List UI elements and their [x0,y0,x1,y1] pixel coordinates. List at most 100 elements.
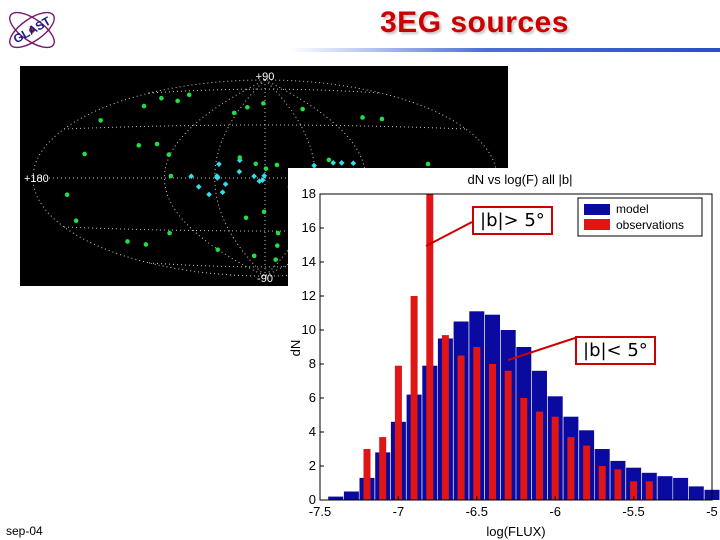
source-high-lat-40 [300,106,305,112]
sky-map-parallel-3 [148,88,382,94]
x-tick-label-2: -6.5 [466,504,488,519]
source-low-lat-25 [219,189,226,196]
y-tick-label-5: 10 [302,322,316,337]
source-high-lat-66 [326,157,332,163]
source-high-lat-42 [253,161,259,167]
bar-observations-14 [583,445,591,500]
x-tick-label-3: -6 [549,504,561,519]
source-low-lat-17 [195,183,202,190]
sky-map-label-bottom: -90 [257,273,273,285]
legend-label-observations: observations [616,218,684,232]
bar-observations-6 [457,355,465,500]
bar-observations-18 [645,481,653,500]
source-high-lat-43 [73,218,79,223]
source-high-lat-41 [231,110,237,116]
sky-map-parallel-1 [64,226,466,232]
legend-swatch-model [584,204,610,215]
chart-title: dN vs log(F) all |b| [467,172,572,187]
source-low-lat-9 [311,162,317,169]
title-underline [290,48,720,52]
source-high-lat-64 [245,104,250,110]
y-tick-label-1: 2 [309,458,316,473]
source-low-lat-20 [236,168,243,175]
source-low-lat-7 [222,181,229,188]
bar-observations-11 [536,411,543,500]
source-low-lat-1 [330,159,337,166]
source-high-lat-45 [215,247,221,252]
bar-observations-16 [614,469,622,500]
glast-logo: GLAST [9,11,55,49]
bar-model-23 [688,486,704,500]
source-low-lat-10 [338,160,345,166]
bar-model-0 [328,496,344,500]
source-high-lat-26 [98,118,103,123]
y-axis-label: dN [288,340,303,357]
bar-observations-12 [551,416,559,500]
bar-observations-5 [441,335,449,500]
bar-observations-8 [489,364,496,500]
plot-frame [319,193,713,501]
y-tick-label-6: 12 [302,288,316,303]
source-high-lat-49 [141,103,147,109]
source-low-lat-24 [256,178,263,184]
footer-date: sep-04 [6,524,43,538]
sky-map-parallel-0 [148,262,382,268]
bar-observations-17 [630,481,638,500]
chart-bars [328,194,720,500]
legend: model observations [577,197,703,237]
source-high-lat-62 [273,257,278,262]
source-high-lat-30 [175,98,180,104]
y-tick-label-8: 16 [302,220,316,235]
source-high-lat-37 [154,141,160,147]
source-low-lat-13 [188,173,195,180]
source-high-lat-60 [261,209,267,215]
source-high-lat-38 [360,115,365,120]
source-low-lat-11 [214,174,221,180]
bar-model-22 [673,477,689,500]
source-low-lat-23 [350,160,357,167]
y-tick-label-9: 18 [302,186,316,201]
sky-map-label-left: +180 [24,173,49,185]
y-tick-label-7: 14 [302,254,316,269]
source-high-lat-32 [275,230,281,236]
y-tick-label-0: 0 [309,492,316,507]
sky-map-meridian-3 [264,79,316,277]
sky-map-label-top: +90 [256,71,275,83]
chart-ticks: -7.5 -7 -6.5 -6 -5.5 -5 0 2 4 6 8 10 12 14 16 18 [302,186,718,519]
source-high-lat-68 [263,166,269,171]
bar-observations-13 [567,437,575,500]
y-tick-label-4: 8 [309,356,316,371]
callout-low-latitude: |b|< 5° [575,336,656,365]
bar-observations-4 [426,194,434,500]
sky-map-parallel-2 [64,124,466,130]
y-tick-label-3: 6 [309,390,316,405]
source-high-lat-55 [143,242,149,247]
x-axis-label: log(FLUX) [486,524,545,539]
x-tick-label-1: -7 [393,504,405,519]
bar-observations-9 [504,370,512,500]
source-high-lat-44 [243,215,249,221]
bar-observations-10 [520,398,528,500]
x-tick-label-0: -7.5 [309,504,331,519]
bar-observations-3 [410,296,418,500]
source-high-lat-48 [125,239,130,244]
x-tick-label-4: -5.5 [622,504,644,519]
source-high-lat-47 [166,152,172,157]
callout-leader-low-lat [507,337,576,361]
legend-swatch-observations [584,219,610,230]
source-high-lat-39 [186,92,192,98]
bar-observations-0 [363,449,371,500]
source-high-lat-33 [379,116,385,122]
source-high-lat-52 [237,155,243,160]
source-high-lat-36 [82,151,87,157]
y-tick-label-2: 4 [309,424,316,439]
source-low-lat-16 [251,173,257,180]
callout-leader-high-lat [425,221,473,247]
source-high-lat-53 [275,243,280,248]
source-high-lat-35 [168,173,174,179]
bar-observations-2 [394,365,402,500]
source-high-lat-29 [167,230,172,236]
bar-observations-7 [473,347,481,500]
source-high-lat-58 [251,253,257,259]
